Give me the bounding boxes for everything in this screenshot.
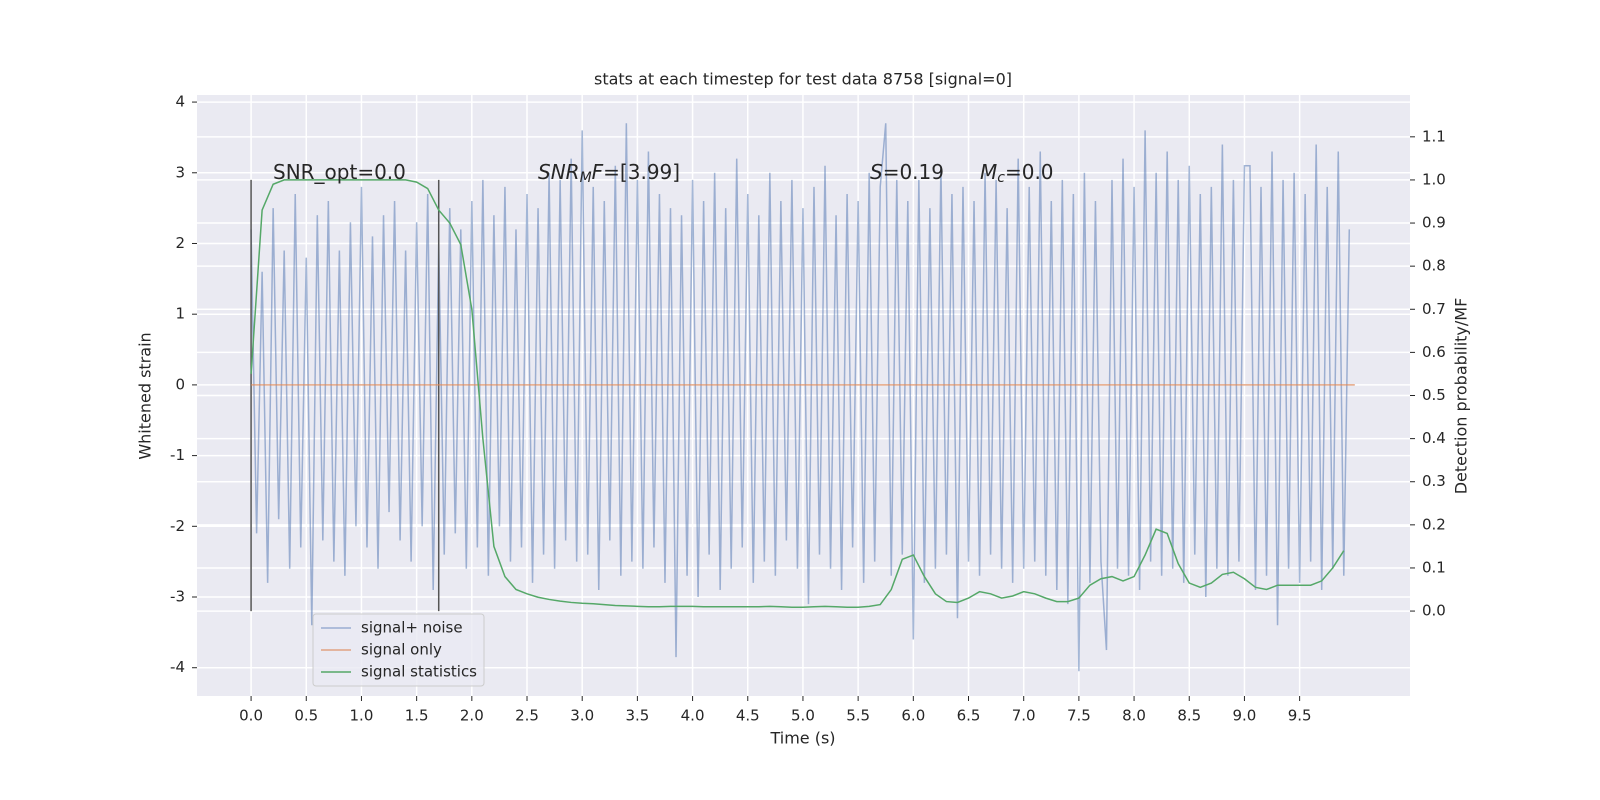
y2-axis-label: Detection probability/MF (1452, 298, 1471, 495)
y2-tick-label: 1.0 (1422, 170, 1446, 188)
legend-box (312, 613, 485, 687)
legend-label: signal only (361, 641, 442, 659)
x-tick-label: 8.5 (1177, 707, 1201, 725)
annotation-part: M (580, 170, 592, 186)
labels: 0.0 0.5 1.0 1.5 2.0 2.5 3.0 3.5 4.0 4.5 5.0 5.5 6.0 6… (170, 93, 1446, 725)
x-tick-label: 6.5 (957, 707, 981, 725)
x-tick-label: 5.0 (791, 707, 815, 725)
y2-tick-label: 0.3 (1422, 472, 1446, 490)
annotation: Mc=0.0 (980, 160, 1054, 187)
y-tick-label: -4 (170, 658, 185, 676)
y-tick-label: -2 (170, 517, 185, 535)
x-tick-label: 1.0 (350, 707, 374, 725)
y2-tick-label: 0.0 (1422, 602, 1446, 620)
y-tick-label: 1 (175, 305, 185, 323)
series-line (250, 179, 1345, 608)
x-tick-label: 4.5 (736, 707, 760, 725)
x-tick-label: 6.0 (901, 707, 925, 725)
y2-tick-label: 0.7 (1422, 300, 1446, 318)
y2-tick-label: 0.2 (1422, 515, 1446, 533)
x-tick-label: 5.5 (846, 707, 870, 725)
x-tick-label: 0.0 (239, 707, 263, 725)
annotation: S=0.19 (870, 160, 944, 184)
x-tick-label: 3.5 (625, 707, 649, 725)
y-tick-label: 0 (175, 375, 185, 393)
x-tick-label: 2.0 (460, 707, 484, 725)
annotation-part: F (592, 160, 604, 184)
annotation-part: M (980, 160, 997, 184)
x-tick-label: 8.0 (1122, 707, 1146, 725)
chart-title: stats at each timestep for test data 875… (594, 70, 1012, 89)
marks (250, 123, 1355, 672)
annotation-part: c (997, 170, 1005, 186)
legend-label: signal statistics (361, 663, 477, 681)
y2-tick-label: 0.9 (1422, 214, 1446, 232)
x-tick-label: 0.5 (294, 707, 318, 725)
x-tick-label: 2.5 (515, 707, 539, 725)
y2-tick-label: 1.1 (1422, 127, 1446, 145)
annotation: SNRMF=[3.99] (538, 160, 680, 187)
y-tick-label: -3 (170, 588, 185, 606)
annotation-part: S (870, 160, 883, 184)
y-tick-label: 2 (175, 234, 185, 252)
x-tick-label: 4.0 (681, 707, 705, 725)
x-tick-label: 9.5 (1288, 707, 1312, 725)
y2-tick-label: 0.5 (1422, 386, 1446, 404)
x-tick-label: 1.5 (405, 707, 429, 725)
y-tick-label: -1 (170, 446, 185, 464)
x-axis-label: Time (s) (769, 729, 835, 748)
y2-tick-label: 0.1 (1422, 558, 1446, 576)
annotation-part: =0.19 (883, 160, 944, 184)
y-axis-label: Whitened strain (136, 332, 155, 459)
x-tick-label: 7.0 (1012, 707, 1036, 725)
x-tick-label: 9.0 (1233, 707, 1257, 725)
y2-tick-label: 0.8 (1422, 257, 1446, 275)
annotation-part: =[3.99] (603, 160, 680, 184)
annotation: SNR_opt=0.0 (273, 160, 406, 184)
annotation-part: SNR (538, 160, 580, 184)
legend-label: signal+ noise (361, 619, 463, 637)
y2-tick-label: 0.6 (1422, 343, 1446, 361)
series-line (250, 123, 1351, 672)
annotation-part: SNR_opt=0.0 (273, 160, 406, 184)
x-tick-label: 7.5 (1067, 707, 1091, 725)
annotation-part: =0.0 (1005, 160, 1054, 184)
y2-tick-label: 0.4 (1422, 429, 1446, 447)
y-tick-label: 4 (175, 93, 185, 111)
x-tick-label: 3.0 (570, 707, 594, 725)
y-tick-label: 3 (175, 163, 185, 181)
